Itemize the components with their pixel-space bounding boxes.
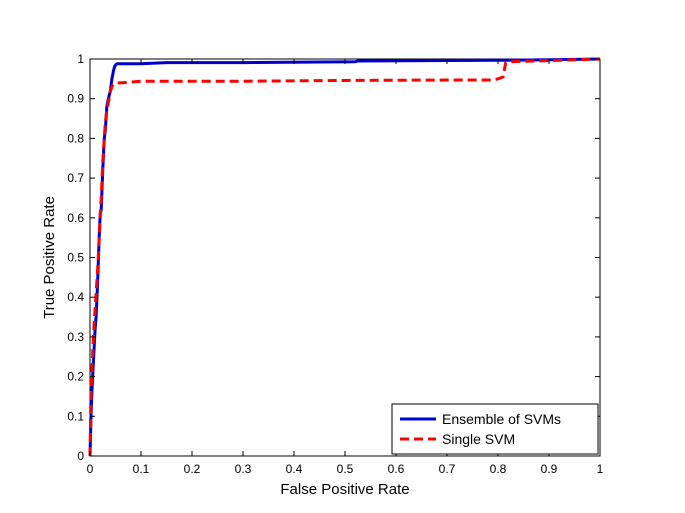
- y-tick-label: 0.5: [67, 251, 84, 265]
- series-layer: [88, 57, 601, 457]
- plot-frame: [89, 58, 601, 457]
- x-tick-label: 0.6: [388, 462, 405, 476]
- y-tick-label: 0.1: [67, 409, 84, 423]
- series-line-single-svm: [88, 57, 601, 457]
- legend-label-ensemble: Ensemble of SVMs: [442, 411, 561, 427]
- legend: Ensemble of SVMs Single SVM: [391, 403, 599, 455]
- y-tick-label: 0.8: [67, 131, 84, 145]
- y-tick-label: 1: [77, 52, 84, 66]
- y-tick-label: 0.6: [67, 211, 84, 225]
- x-tick-label: 0.9: [541, 462, 558, 476]
- tick-layer: 0 0.1 0.2 0.3 0.4 0.5 0.6 0.7 0.8 0.9 1 0 0.1 0.2 0.3 0…: [67, 52, 603, 476]
- y-tick-label: 0: [77, 449, 84, 463]
- x-axis-title: False Positive Rate: [280, 481, 409, 498]
- x-tick-label: 0.3: [235, 462, 252, 476]
- x-tick-label: 0.2: [184, 462, 201, 476]
- y-tick-label: 0.7: [67, 171, 84, 185]
- y-tick-label: 0.2: [67, 370, 84, 384]
- x-tick-label: 0.8: [490, 462, 507, 476]
- legend-label-single-svm: Single SVM: [442, 431, 515, 447]
- x-tick-label: 0.7: [439, 462, 456, 476]
- plot-area: 0 0.1 0.2 0.3 0.4 0.5 0.6 0.7 0.8 0.9 1 0 0.1 0.2 0.3 0…: [67, 52, 603, 476]
- y-tick-label: 0.4: [67, 290, 84, 304]
- legend-box: [391, 403, 599, 455]
- x-tick-label: 1: [597, 462, 604, 476]
- x-tick-label: 0.1: [133, 462, 150, 476]
- x-tick-label: 0: [87, 462, 94, 476]
- y-axis-title: True Positive Rate: [41, 196, 58, 319]
- y-tick-label: 0.9: [67, 92, 84, 106]
- y-tick-label: 0.3: [67, 330, 84, 344]
- x-tick-label: 0.5: [337, 462, 354, 476]
- x-tick-label: 0.4: [286, 462, 303, 476]
